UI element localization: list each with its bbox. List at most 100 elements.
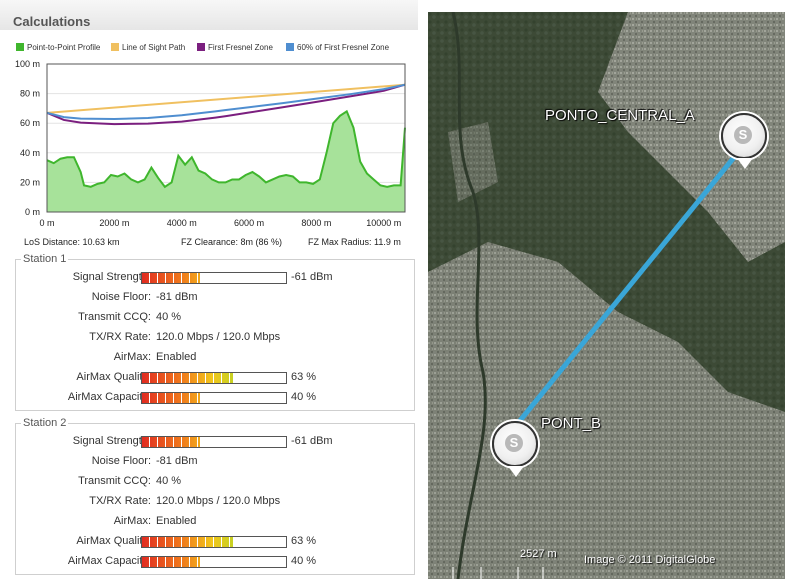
- x-tick-label: 4000 m: [167, 218, 197, 228]
- capacity-value: 40 %: [291, 391, 317, 403]
- row-rate: TX/RX Rate: 120.0 Mbps / 120.0 Mbps: [16, 330, 414, 346]
- legend-swatch-fresnel-60: [286, 43, 294, 51]
- plot-frame: [46, 63, 406, 213]
- legend-label: 60% of First Fresnel Zone: [297, 43, 390, 52]
- y-tick-label: 0 m: [25, 207, 40, 217]
- map-imagery: [428, 12, 785, 579]
- panel-title: Calculations: [13, 14, 91, 29]
- row-signal: Signal Strength: -61 dBm: [16, 434, 414, 450]
- capacity-meter: [141, 556, 287, 568]
- legend-label: Line of Sight Path: [122, 43, 186, 52]
- capacity-value: 40 %: [291, 555, 317, 567]
- quality-value: 63 %: [291, 535, 317, 547]
- row-capacity: AirMax Capacity: 40 %: [16, 554, 414, 570]
- legend-swatch-fresnel: [197, 43, 205, 51]
- ccq-value: 40 %: [156, 311, 182, 323]
- row-label: Signal Strength:: [72, 435, 151, 447]
- row-label: TX/RX Rate:: [89, 331, 151, 343]
- legend-label: Point-to-Point Profile: [27, 43, 101, 52]
- row-label: Noise Floor:: [91, 455, 151, 467]
- row-label: AirMax Quality:: [76, 371, 151, 383]
- profile-chart: 0 m 2000 m 4000 m 6000 m 8000 m 10000 m 0 m 20 …: [15, 59, 406, 228]
- fz-clearance: FZ Clearance: 8m (86 %): [181, 237, 283, 247]
- river: [451, 12, 487, 579]
- row-label: Noise Floor:: [91, 291, 151, 303]
- quality-meter-fill: [142, 373, 233, 383]
- row-label: AirMax Capacity:: [67, 391, 151, 403]
- x-tick-label: 8000 m: [301, 218, 331, 228]
- y-tick-label: 60 m: [20, 118, 40, 128]
- y-tick-label: 80 m: [20, 89, 40, 99]
- row-label: AirMax Capacity:: [67, 555, 151, 567]
- row-capacity: AirMax Capacity: 40 %: [16, 390, 414, 406]
- signal-meter-fill: [142, 273, 200, 283]
- capacity-meter-fill: [142, 393, 200, 403]
- row-ccq: Transmit CCQ: 40 %: [16, 310, 414, 326]
- x-tick-label: 10000 m: [366, 218, 401, 228]
- row-quality: AirMax Quality: 63 %: [16, 370, 414, 386]
- row-airmax: AirMax: Enabled: [16, 350, 414, 366]
- x-tick-label: 6000 m: [234, 218, 264, 228]
- row-label: Transmit CCQ:: [78, 475, 151, 487]
- fresnel-line: [46, 83, 406, 126]
- map-credit: Image © 2011 DigitalGlobe: [584, 554, 716, 566]
- los-line: [46, 83, 406, 114]
- signal-value: -61 dBm: [291, 435, 333, 447]
- site-a-label: PONTO_CENTRAL_A: [545, 107, 695, 124]
- airmax-value: Enabled: [156, 515, 197, 527]
- row-quality: AirMax Quality: 63 %: [16, 534, 414, 550]
- rate-value: 120.0 Mbps / 120.0 Mbps: [156, 331, 281, 343]
- urban-area: [598, 12, 785, 262]
- station-2-panel: Station 2 Signal Strength: -61 dBm Noise Fl…: [15, 417, 415, 575]
- signal-meter-fill: [142, 437, 200, 447]
- link-path: [512, 148, 742, 430]
- profile-line: [46, 109, 406, 189]
- panel-header: Calculations: [0, 0, 418, 30]
- quality-meter-fill: [142, 537, 233, 547]
- legend-item-fresnel: First Fresnel Zone: [197, 43, 273, 53]
- row-label: AirMax:: [113, 351, 151, 363]
- y-tick-label: 100 m: [15, 59, 40, 69]
- row-label: Signal Strength:: [72, 271, 151, 283]
- fresnel-60-line: [46, 83, 406, 121]
- signal-meter: [141, 272, 287, 284]
- satellite-map[interactable]: PONTO_CENTRAL_A S PONT_B S 2527 m Image …: [428, 12, 785, 579]
- map-scale: 2527 m: [520, 548, 557, 560]
- capacity-meter-fill: [142, 557, 200, 567]
- x-tick-label: 2000 m: [99, 218, 129, 228]
- noise-value: -81 dBm: [156, 291, 198, 303]
- site-b-marker[interactable]: S: [492, 421, 538, 477]
- airmax-value: Enabled: [156, 351, 197, 363]
- dish-icon: S: [505, 434, 523, 452]
- legend-swatch-los: [111, 43, 119, 51]
- quality-value: 63 %: [291, 371, 317, 383]
- y-tick-label: 40 m: [20, 148, 40, 158]
- quality-meter: [141, 372, 287, 384]
- fz-max-radius: FZ Max Radius: 11.9 m: [308, 237, 401, 247]
- quality-meter: [141, 536, 287, 548]
- row-rate: TX/RX Rate: 120.0 Mbps / 120.0 Mbps: [16, 494, 414, 510]
- profile-area: [47, 111, 405, 212]
- row-label: AirMax Quality:: [76, 535, 151, 547]
- legend-item-fresnel-60: 60% of First Fresnel Zone: [286, 43, 389, 53]
- legend-label: First Fresnel Zone: [208, 43, 273, 52]
- row-label: TX/RX Rate:: [89, 495, 151, 507]
- noise-value: -81 dBm: [156, 455, 198, 467]
- legend-swatch-profile: [16, 43, 24, 51]
- legend-item-profile: Point-to-Point Profile: [16, 43, 100, 53]
- signal-meter: [141, 436, 287, 448]
- station-title: Station 2: [21, 417, 69, 429]
- los-distance: LoS Distance: 10.63 km: [24, 237, 120, 247]
- station-1-panel: Station 1 Signal Strength: -61 dBm Noise Fl…: [15, 253, 415, 411]
- station-title: Station 1: [21, 253, 69, 265]
- calculations-panel: Calculations Point-to-Point Profile Line…: [0, 0, 418, 575]
- row-label: AirMax:: [113, 515, 151, 527]
- signal-value: -61 dBm: [291, 271, 333, 283]
- site-a-marker[interactable]: S: [721, 113, 767, 169]
- capacity-meter: [141, 392, 287, 404]
- legend-item-los: Line of Sight Path: [111, 43, 185, 53]
- dish-icon: S: [734, 126, 752, 144]
- row-ccq: Transmit CCQ: 40 %: [16, 474, 414, 490]
- row-label: Transmit CCQ:: [78, 311, 151, 323]
- site-b-label: PONT_B: [541, 415, 602, 432]
